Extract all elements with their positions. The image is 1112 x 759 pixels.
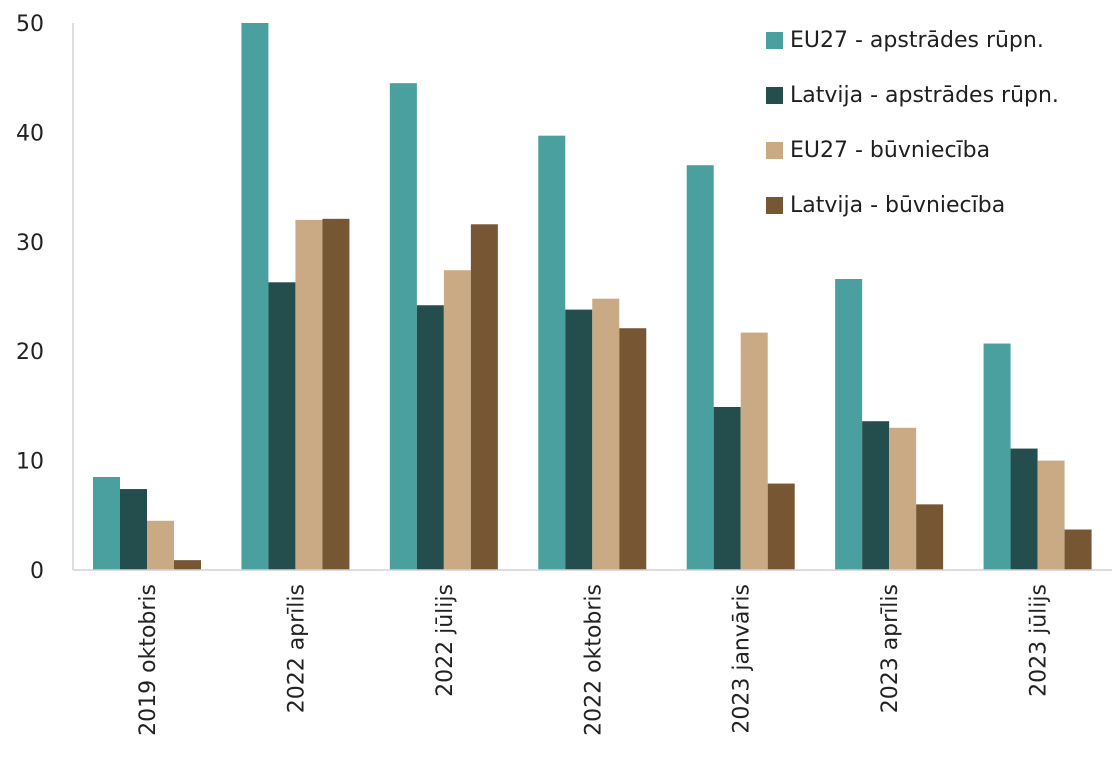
x-tick-label: 2019 oktobris bbox=[136, 584, 161, 736]
y-tick-label: 50 bbox=[16, 12, 44, 37]
bar bbox=[174, 560, 201, 570]
bar bbox=[835, 278, 863, 570]
bar bbox=[983, 343, 1011, 570]
bar bbox=[1010, 448, 1038, 570]
legend-label: EU27 - apstrādes rūpn. bbox=[790, 27, 1044, 53]
y-tick-label: 0 bbox=[30, 559, 44, 584]
legend-item-eu27-construction: EU27 - būvniecība bbox=[766, 137, 1059, 163]
bar bbox=[470, 224, 498, 570]
x-tick-label: 2022 aprīlis bbox=[284, 584, 309, 713]
bar bbox=[538, 135, 566, 570]
bar-group bbox=[93, 23, 1092, 571]
bar bbox=[322, 218, 350, 571]
x-tick-label: 2022 jūlijs bbox=[433, 584, 458, 697]
bar bbox=[862, 421, 890, 570]
bar bbox=[767, 483, 795, 570]
bar bbox=[120, 489, 147, 570]
bar bbox=[416, 305, 444, 570]
x-tick-label: 2023 aprīlis bbox=[878, 584, 903, 713]
legend-swatch bbox=[766, 86, 783, 104]
legend-label: EU27 - būvniecība bbox=[790, 137, 991, 163]
y-tick-label: 20 bbox=[16, 340, 44, 365]
legend-item-latvia-construction: Latvija - būvniecība bbox=[766, 192, 1059, 218]
legend-item-latvia-manufacturing: Latvija - apstrādes rūpn. bbox=[766, 82, 1059, 108]
bar bbox=[295, 219, 323, 571]
bar bbox=[565, 309, 593, 570]
bar bbox=[443, 270, 471, 570]
legend-swatch bbox=[766, 31, 783, 49]
bar bbox=[147, 520, 174, 570]
bar bbox=[1037, 460, 1065, 570]
bar bbox=[389, 83, 417, 571]
legend-swatch bbox=[766, 141, 783, 159]
legend-label: Latvija - apstrādes rūpn. bbox=[790, 82, 1059, 108]
legend: EU27 - apstrādes rūpn. Latvija - apstrād… bbox=[766, 27, 1059, 247]
y-tick-label: 40 bbox=[16, 121, 44, 146]
bar bbox=[619, 328, 647, 570]
bar bbox=[592, 298, 620, 570]
legend-label: Latvija - būvniecība bbox=[790, 192, 1006, 218]
bar bbox=[889, 427, 917, 570]
bar bbox=[916, 504, 944, 570]
bar bbox=[1064, 529, 1092, 570]
bar bbox=[740, 332, 768, 570]
bar bbox=[93, 477, 120, 570]
bar bbox=[268, 282, 296, 570]
x-tick-label: 2023 janvāris bbox=[730, 584, 755, 734]
bar bbox=[713, 406, 741, 570]
x-axis: 2019 oktobris 2022 aprīlis 2022 jūlijs 2022… bbox=[73, 569, 1112, 736]
y-tick-label: 10 bbox=[16, 450, 44, 475]
bar bbox=[241, 23, 269, 570]
bar bbox=[686, 165, 714, 570]
x-tick-label: 2022 oktobris bbox=[581, 584, 606, 736]
legend-item-eu27-manufacturing: EU27 - apstrādes rūpn. bbox=[766, 27, 1059, 53]
x-tick-label: 2023 jūlijs bbox=[1027, 584, 1052, 697]
y-axis: 0 10 20 30 40 50 bbox=[16, 12, 74, 584]
y-tick-label: 30 bbox=[16, 231, 44, 256]
legend-swatch bbox=[766, 196, 783, 214]
